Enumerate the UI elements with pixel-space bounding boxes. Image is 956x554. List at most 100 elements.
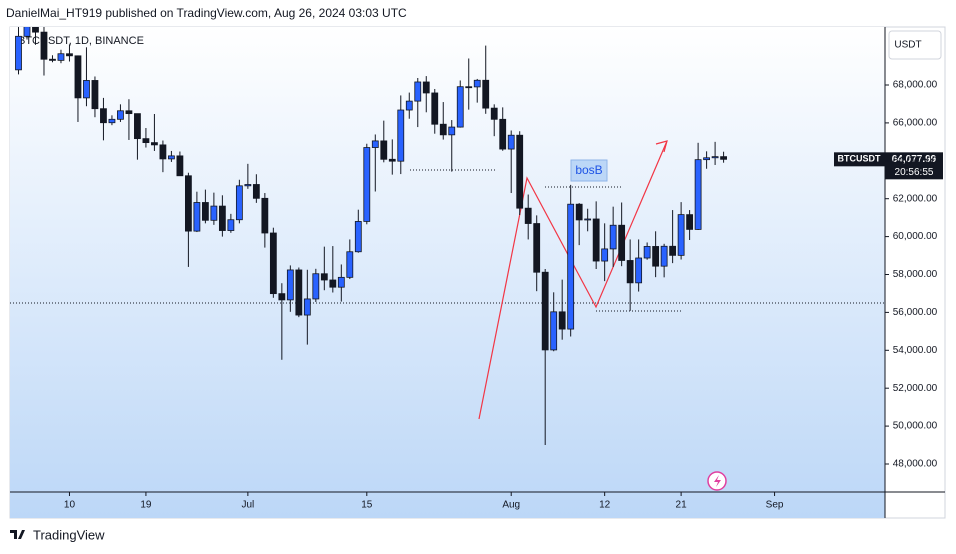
currency[interactable]: USDT <box>894 40 921 51</box>
candle-body <box>601 248 609 262</box>
annotation-box <box>570 159 608 182</box>
last-price: 64,077.99 <box>892 154 937 165</box>
candle-body <box>244 184 252 187</box>
x-tick-label: 19 <box>140 500 152 511</box>
candle-body <box>431 92 439 125</box>
candle-body <box>142 138 150 144</box>
candle-body <box>108 118 116 124</box>
candle-body <box>286 269 294 301</box>
candle-body <box>295 269 303 316</box>
y-tick-label: 58,000.00 <box>893 269 938 280</box>
y-tick-label: 48,000.00 <box>893 459 938 470</box>
candle-body <box>711 156 719 159</box>
candle-body <box>703 157 711 161</box>
projection-path <box>478 140 668 420</box>
ticker: BTCUSDT <box>838 154 881 164</box>
plot-background <box>10 27 885 518</box>
y-tick-label: 60,000.00 <box>893 231 938 242</box>
candle-body <box>303 298 311 316</box>
candle-body <box>380 140 388 160</box>
candle-body <box>252 184 260 199</box>
candle-body <box>184 175 192 232</box>
candle-body <box>168 155 175 160</box>
candle-body <box>49 58 56 61</box>
candle-body <box>465 86 473 89</box>
candle-body <box>159 144 167 160</box>
candle-body <box>15 35 22 71</box>
x-tick-label: Aug <box>502 500 520 511</box>
candle-body <box>100 108 107 124</box>
candle-body <box>499 118 507 150</box>
footer-logo <box>10 530 25 539</box>
candle-body <box>83 80 90 99</box>
candle-body <box>329 279 337 288</box>
candle-body <box>473 79 481 88</box>
candle-body <box>363 147 371 222</box>
currency-box[interactable] <box>888 30 942 60</box>
candle-body <box>151 142 158 146</box>
candle-body <box>176 155 184 177</box>
candle-body <box>201 202 209 221</box>
candle-body <box>524 207 532 224</box>
candle-body <box>346 251 354 278</box>
candle-body <box>235 185 243 221</box>
candle-body <box>405 100 413 111</box>
candle-body <box>125 110 133 115</box>
x-tick-label: 21 <box>676 500 688 511</box>
candle-body <box>210 205 218 221</box>
candle-body <box>414 81 422 102</box>
candle-body <box>193 202 201 232</box>
candle-body <box>397 109 405 162</box>
overlay: BTCUSDT 64,077.99 20:56:55 <box>707 152 943 491</box>
y-tick-label: 64,000.00 <box>893 155 938 166</box>
candle-body <box>575 203 583 221</box>
x-tick-label: Sep <box>766 500 784 511</box>
y-tick-label: 68,000.00 <box>893 80 938 91</box>
candle-body <box>533 223 541 273</box>
y-tick-label: 62,000.00 <box>893 193 938 204</box>
x-tick-label: Jul <box>241 500 254 511</box>
symbol-label: BTCUSDT, 1D, BINANCE <box>18 35 144 47</box>
plot: bosB <box>10 27 885 446</box>
y-tick-label: 50,000.00 <box>893 421 938 432</box>
x-tick-label: 15 <box>361 500 373 511</box>
header: DanielMai_HT919 published on TradingView… <box>6 6 407 20</box>
candle-body <box>643 246 651 259</box>
x-tick-label: 10 <box>64 500 76 511</box>
candle-body <box>74 55 82 99</box>
event-icon-bolt <box>714 475 721 487</box>
candle-body <box>91 80 99 110</box>
candle-body <box>23 27 31 37</box>
candle-body <box>32 27 39 33</box>
candle-body <box>652 246 660 267</box>
ticker-box <box>834 152 885 167</box>
logo-icon <box>10 530 25 539</box>
candle-body <box>626 260 634 284</box>
candle-body <box>278 293 286 301</box>
candle-body <box>609 224 617 250</box>
y-tick-label: 66,000.00 <box>893 118 938 129</box>
candle-body <box>686 214 694 230</box>
candle-body <box>584 218 592 221</box>
candle-body <box>456 86 464 128</box>
price-box <box>885 152 943 180</box>
candle-body <box>117 110 124 120</box>
candle-body <box>320 273 328 281</box>
candle-body <box>490 107 498 120</box>
candle-body <box>720 156 727 160</box>
candle-body <box>516 134 524 209</box>
arrow-head <box>655 140 668 153</box>
candle-body <box>66 53 73 57</box>
candle-body <box>422 81 430 94</box>
candle-body <box>507 134 515 150</box>
candle-body <box>677 214 685 256</box>
candle-body <box>261 197 269 234</box>
candle-body <box>618 224 626 261</box>
candle-body <box>371 140 379 148</box>
candle-body <box>218 205 226 231</box>
candle-body <box>337 276 345 288</box>
candle-body <box>635 257 643 284</box>
candle-body <box>541 271 549 351</box>
candle-body <box>439 123 447 136</box>
